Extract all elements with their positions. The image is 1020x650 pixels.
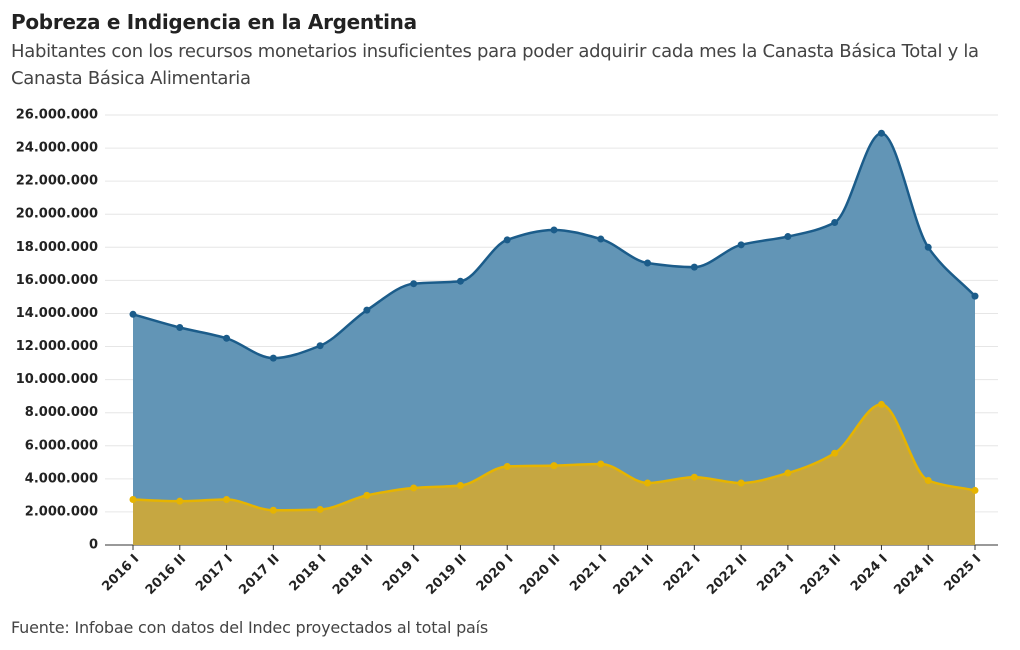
chart-subtitle: Habitantes con los recursos monetarios i… [11, 41, 979, 89]
data-point [363, 491, 371, 499]
data-point [176, 497, 184, 505]
x-tick-label: 2023 I [754, 552, 797, 595]
x-tick-label: 2018 I [287, 552, 330, 595]
data-point [550, 462, 558, 470]
x-tick-label: 2022 II [704, 552, 750, 598]
data-point [644, 479, 652, 487]
data-point [644, 259, 652, 267]
data-point [690, 263, 698, 271]
y-tick-label: 16.000.000 [16, 273, 98, 288]
x-tick-label: 2025 I [941, 552, 984, 595]
data-point [597, 460, 605, 468]
y-tick-label: 24.000.000 [16, 141, 98, 156]
data-point [456, 277, 464, 285]
data-point [316, 342, 324, 350]
y-tick-label: 10.000.000 [16, 372, 98, 387]
data-point [971, 292, 979, 300]
data-point [410, 280, 418, 288]
x-tick-label: 2024 II [891, 552, 937, 598]
y-tick-label: 12.000.000 [16, 339, 98, 354]
data-point [363, 306, 371, 314]
area-fill [133, 133, 975, 545]
x-tick-label: 2020 I [474, 552, 517, 595]
x-tick-label: 2016 II [143, 552, 189, 598]
data-point [269, 506, 277, 514]
chart-title: Pobreza e Indigencia en la Argentina [11, 10, 417, 34]
data-point [737, 479, 745, 487]
data-point [831, 449, 839, 457]
x-tick-label: 2017 I [193, 552, 236, 595]
data-point [316, 505, 324, 513]
data-point [877, 400, 885, 408]
x-tick-label: 2017 II [236, 552, 282, 598]
data-point [550, 226, 558, 234]
data-point [737, 241, 745, 249]
data-point [129, 310, 137, 318]
x-tick-label: 2022 I [661, 552, 704, 595]
data-point [784, 469, 792, 477]
data-point [784, 233, 792, 241]
x-tick-label: 2024 I [848, 552, 891, 595]
y-tick-label: 0 [89, 538, 98, 553]
data-point [690, 473, 698, 481]
x-tick-label: 2021 II [611, 552, 657, 598]
data-point [831, 219, 839, 226]
x-tick-label: 2018 II [330, 552, 376, 598]
source-note: Fuente: Infobae con datos del Indec proy… [11, 618, 489, 637]
data-point [129, 496, 137, 504]
y-tick-label: 26.000.000 [16, 108, 98, 123]
y-tick-label: 8.000.000 [25, 405, 98, 420]
x-tick-label: 2020 II [517, 552, 563, 598]
x-tick-label: 2021 I [567, 552, 610, 595]
data-point [269, 354, 277, 362]
data-point [924, 477, 932, 484]
y-tick-label: 20.000.000 [16, 207, 98, 222]
y-tick-label: 22.000.000 [16, 174, 98, 189]
x-tick-label: 2016 I [99, 552, 142, 595]
x-tick-label: 2019 II [424, 552, 470, 598]
data-point [410, 484, 418, 492]
data-point [924, 243, 932, 251]
x-tick-label: 2019 I [380, 552, 423, 595]
y-tick-label: 4.000.000 [25, 471, 98, 486]
chart: 0 2.000.000 4.000.000 6.000.000 8.000.000 10.… [16, 108, 998, 598]
data-point [223, 496, 231, 504]
data-point [503, 462, 511, 470]
data-point [597, 235, 605, 243]
y-tick-label: 14.000.000 [16, 306, 98, 321]
data-point [456, 481, 464, 489]
y-tick-label: 6.000.000 [25, 438, 98, 453]
data-point [971, 486, 979, 494]
data-point [503, 236, 511, 244]
x-tick-label: 2023 II [798, 552, 844, 598]
data-point [223, 334, 231, 342]
data-point [176, 324, 184, 332]
y-tick-label: 18.000.000 [16, 240, 98, 255]
y-tick-label: 2.000.000 [25, 504, 98, 519]
data-point [877, 129, 885, 137]
area-fill [133, 404, 975, 545]
